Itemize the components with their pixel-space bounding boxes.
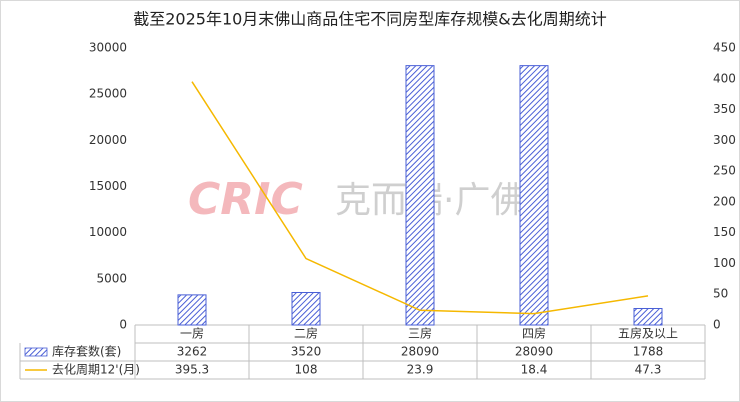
y2-tick-label: 0 <box>713 318 721 332</box>
y2-tick-label: 200 <box>713 194 736 208</box>
y-tick-label: 30000 <box>89 41 127 55</box>
bar <box>177 294 207 326</box>
x-tick-label: 五房及以上 <box>618 326 678 341</box>
y2-tick-label: 50 <box>713 287 728 301</box>
table-value: 28090 <box>515 345 553 359</box>
x-tick-label: 四房 <box>522 326 546 341</box>
chart-title: 截至2025年10月末佛山商品住宅不同房型库存规模&去化周期统计 <box>133 10 607 29</box>
y2-tick-label: 450 <box>713 41 736 55</box>
legend-key <box>24 347 48 357</box>
y2-tick-label: 300 <box>713 133 736 147</box>
table-value: 47.3 <box>635 363 662 377</box>
bar <box>291 291 321 326</box>
y-tick-label: 10000 <box>89 225 127 239</box>
watermark-logo: CRIC <box>188 174 303 225</box>
y2-tick-label: 150 <box>713 225 736 239</box>
legend-label: 库存套数(套) <box>52 344 121 359</box>
table-value: 28090 <box>401 345 439 359</box>
table-value: 18.4 <box>521 363 548 377</box>
x-tick-label: 二房 <box>294 326 318 341</box>
line <box>191 81 649 315</box>
y2-tick-label: 350 <box>713 102 736 116</box>
bar <box>633 307 663 326</box>
y-tick-label: 15000 <box>89 179 127 193</box>
table-value: 3520 <box>291 345 322 359</box>
table-value: 23.9 <box>407 363 434 377</box>
x-tick-label: 一房 <box>180 326 204 341</box>
y-tick-label: 0 <box>119 318 127 332</box>
y2-tick-label: 250 <box>713 164 736 178</box>
x-tick-label: 三房 <box>408 326 432 341</box>
y-tick-label: 5000 <box>96 271 127 285</box>
y2-tick-label: 400 <box>713 71 736 85</box>
bar <box>519 65 549 326</box>
table-value: 1788 <box>633 345 664 359</box>
y-tick-label: 20000 <box>89 133 127 147</box>
table-value: 3262 <box>177 345 208 359</box>
legend-label: 去化周期12'(月) <box>52 363 140 377</box>
table-value: 108 <box>295 363 318 377</box>
y2-tick-label: 100 <box>713 256 736 270</box>
bar <box>405 65 435 326</box>
y-tick-label: 25000 <box>89 87 127 101</box>
table-value: 395.3 <box>175 363 209 377</box>
